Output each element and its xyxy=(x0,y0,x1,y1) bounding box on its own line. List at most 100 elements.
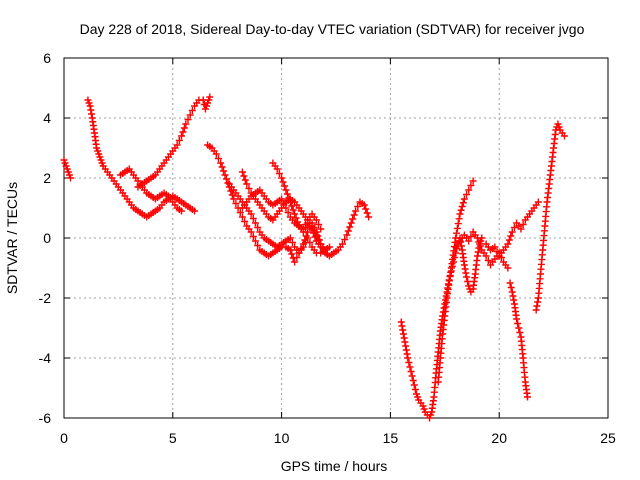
data-point xyxy=(491,243,499,251)
data-point xyxy=(311,233,319,241)
data-point xyxy=(221,171,229,179)
data-point xyxy=(454,220,462,228)
series-track-o xyxy=(532,120,568,314)
data-point xyxy=(515,324,523,332)
data-point xyxy=(460,261,468,269)
y-tick-label: 4 xyxy=(43,110,51,126)
data-point xyxy=(178,132,186,140)
series-track-a xyxy=(60,156,75,182)
data-point xyxy=(254,224,262,231)
data-point xyxy=(178,207,186,215)
x-tick-label: 25 xyxy=(600,430,616,446)
data-point xyxy=(402,346,410,354)
data-point xyxy=(464,278,472,285)
data-point xyxy=(325,243,333,251)
series-track-d xyxy=(134,93,214,191)
data-point xyxy=(293,254,301,261)
data-point xyxy=(474,248,482,256)
data-point xyxy=(288,239,296,246)
series-track-c xyxy=(117,165,186,215)
x-tick-label: 10 xyxy=(274,430,290,446)
data-point xyxy=(339,240,347,248)
series-track-h xyxy=(238,186,325,233)
y-axis-label: SDTVAR / TECUs xyxy=(4,182,20,294)
data-point xyxy=(86,102,94,110)
data-point xyxy=(341,236,349,243)
data-point xyxy=(294,218,302,226)
data-point xyxy=(299,243,307,251)
data-point xyxy=(493,248,501,255)
data-point xyxy=(182,120,190,128)
data-point xyxy=(308,225,316,233)
series-track-m xyxy=(482,198,542,260)
data-point xyxy=(560,132,568,140)
data-point xyxy=(217,159,225,167)
data-point xyxy=(251,219,259,227)
data-point xyxy=(241,176,249,184)
y-axis-tick-labels: -6 -4 -2 0 2 4 6 xyxy=(39,50,52,426)
data-point xyxy=(456,210,464,218)
y-tick-label: -2 xyxy=(39,290,52,306)
data-point xyxy=(400,334,408,342)
axis-ticks xyxy=(63,57,609,419)
data-point xyxy=(251,237,259,245)
data-point xyxy=(347,219,355,227)
x-tick-label: 5 xyxy=(169,430,177,446)
data-point xyxy=(409,377,417,384)
data-points xyxy=(60,93,568,422)
series-track-k xyxy=(434,177,477,386)
data-point xyxy=(403,350,411,358)
y-tick-label: 2 xyxy=(43,170,51,186)
data-point xyxy=(467,182,475,189)
data-point xyxy=(206,93,214,101)
data-point xyxy=(302,224,310,231)
data-point xyxy=(291,258,299,266)
data-point xyxy=(523,393,531,401)
data-point xyxy=(463,273,471,281)
data-point xyxy=(509,292,517,300)
data-point xyxy=(534,198,542,206)
data-point xyxy=(218,163,226,171)
data-point xyxy=(247,210,255,218)
data-point xyxy=(457,206,465,214)
data-point xyxy=(462,269,470,277)
data-point xyxy=(291,210,299,218)
data-point xyxy=(467,233,475,240)
data-point xyxy=(354,203,362,210)
data-point xyxy=(279,178,287,186)
data-point xyxy=(285,194,293,202)
data-point xyxy=(283,190,291,198)
data-point xyxy=(241,218,249,225)
data-point xyxy=(299,228,307,236)
data-point xyxy=(484,257,492,264)
data-point xyxy=(408,372,416,380)
data-point xyxy=(281,182,289,190)
data-point xyxy=(534,298,542,306)
data-point xyxy=(236,209,244,216)
data-point xyxy=(452,234,460,242)
data-point xyxy=(240,172,248,180)
data-point xyxy=(184,116,192,123)
data-point xyxy=(346,223,354,231)
data-point xyxy=(350,211,358,219)
data-point xyxy=(188,107,196,114)
data-point xyxy=(179,128,187,136)
data-point xyxy=(458,203,466,210)
data-point xyxy=(278,174,286,182)
data-point xyxy=(519,221,527,228)
data-point xyxy=(398,322,406,330)
series-track-n xyxy=(506,279,531,401)
series-track-i xyxy=(269,159,325,251)
data-point xyxy=(317,225,325,233)
x-axis-tick-labels: 0 5 10 15 20 25 xyxy=(60,430,616,446)
y-tick-label: -6 xyxy=(39,410,52,426)
data-point xyxy=(507,284,515,291)
data-point xyxy=(465,186,473,194)
data-point xyxy=(238,213,246,221)
data-point xyxy=(482,252,490,260)
data-point xyxy=(349,215,357,223)
data-point xyxy=(247,228,255,236)
x-tick-label: 15 xyxy=(383,430,399,446)
data-point xyxy=(273,165,281,173)
